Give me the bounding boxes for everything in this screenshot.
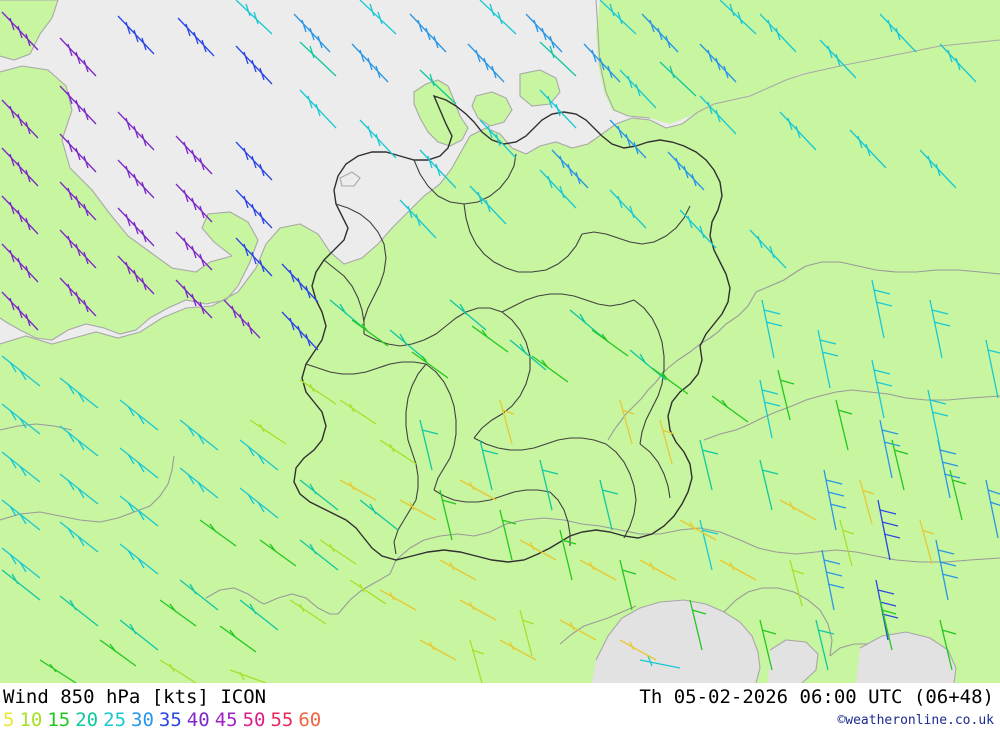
map-footer: Wind 850 hPa [kts] ICON Th 05-02-2026 06…	[0, 683, 1000, 733]
land-danish-islands	[472, 92, 512, 126]
copyright-credit: ©weatheronline.co.uk	[837, 713, 994, 728]
map-datetime: Th 05-02-2026 06:00 UTC (06+48)	[639, 686, 994, 708]
scale-step-35: 35	[158, 709, 182, 731]
scale-step-60: 60	[298, 709, 322, 731]
land-britain-fragment	[0, 0, 58, 60]
highland-alps-small	[768, 640, 818, 683]
barb-group-5kt	[339, 399, 935, 661]
land-scandinavia	[596, 0, 1000, 124]
barb-group-15kt	[39, 319, 967, 683]
scale-step-55: 55	[270, 709, 294, 731]
german-state-borders	[305, 153, 691, 555]
barb-group-40kt	[1, 11, 261, 339]
coastlines	[0, 0, 1000, 683]
scale-step-50: 50	[242, 709, 266, 731]
land-continent	[0, 66, 258, 340]
internal-borders	[0, 261, 1000, 657]
wind-speed-colour-scale: 5 10 15 20 25 30 35 40 45 50 55 60	[3, 709, 326, 731]
barb-group-25kt	[1, 0, 1000, 669]
wind-barbs	[1, 0, 1000, 683]
land-central-europe	[0, 40, 1000, 683]
scale-step-15: 15	[47, 709, 71, 731]
land-sjaelland	[520, 70, 560, 106]
scale-step-45: 45	[214, 709, 238, 731]
map-title: Wind 850 hPa [kts] ICON	[3, 686, 267, 708]
scale-step-25: 25	[103, 709, 127, 731]
barb-group-35kt	[117, 15, 901, 641]
highland-alps-east	[856, 632, 956, 683]
barb-group-30kt	[293, 13, 1000, 611]
map-canvas	[0, 0, 1000, 683]
scale-step-10: 10	[19, 709, 43, 731]
scale-step-5: 5	[3, 709, 15, 731]
barb-group-10kt	[159, 379, 855, 683]
barb-group-20kt	[1, 41, 835, 671]
scale-step-20: 20	[75, 709, 99, 731]
highland-alps	[592, 600, 760, 683]
scale-step-30: 30	[131, 709, 154, 731]
wind-850hpa-map[interactable]	[0, 0, 1000, 683]
germany-national-border	[293, 94, 731, 563]
scale-step-40: 40	[186, 709, 210, 731]
